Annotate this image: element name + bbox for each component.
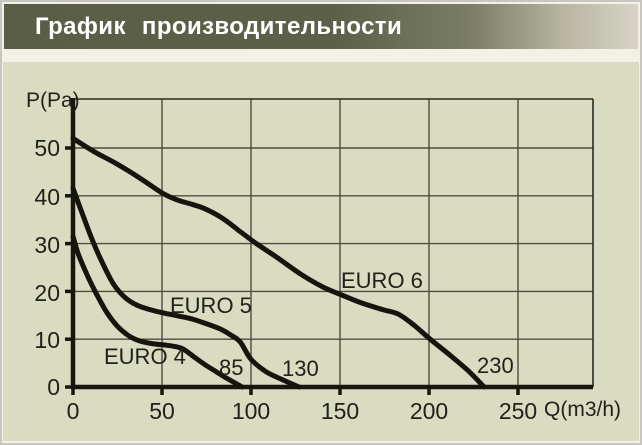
y-tick-label: 10 [34,327,60,353]
x-tick-label: 0 [66,398,80,424]
curve-euro-5 [70,185,302,390]
x-tick-label: 50 [149,398,175,424]
x-tick-label: 150 [320,398,360,424]
chart-panel [3,62,639,441]
curve-euro-4 [70,233,245,390]
page-title: График производительности [35,12,403,40]
y-tick-label: 20 [34,280,60,306]
series-label-euro4: EURO 4 [104,344,186,369]
y-tick-label: 50 [34,135,60,161]
end-label-euro5: 130 [282,356,319,381]
x-axis-title: Q(m3/h) [544,398,622,421]
y-tick-label: 0 [47,374,60,400]
curve-euro-6 [70,135,487,390]
header-bar: График производительности [4,4,638,49]
y-axis-title: P(Pa) [26,89,80,112]
y-tick-label: 30 [34,232,60,258]
y-tick-label: 40 [34,184,60,210]
x-tick-label: 100 [231,398,271,424]
end-label-euro4: 85 [219,355,244,380]
end-label-euro6: 230 [477,353,514,378]
x-tick-label: 250 [498,398,538,424]
series-label-euro5: EURO 5 [170,293,252,318]
x-tick-label: 200 [409,398,449,424]
series-label-euro6: EURO 6 [341,268,423,293]
